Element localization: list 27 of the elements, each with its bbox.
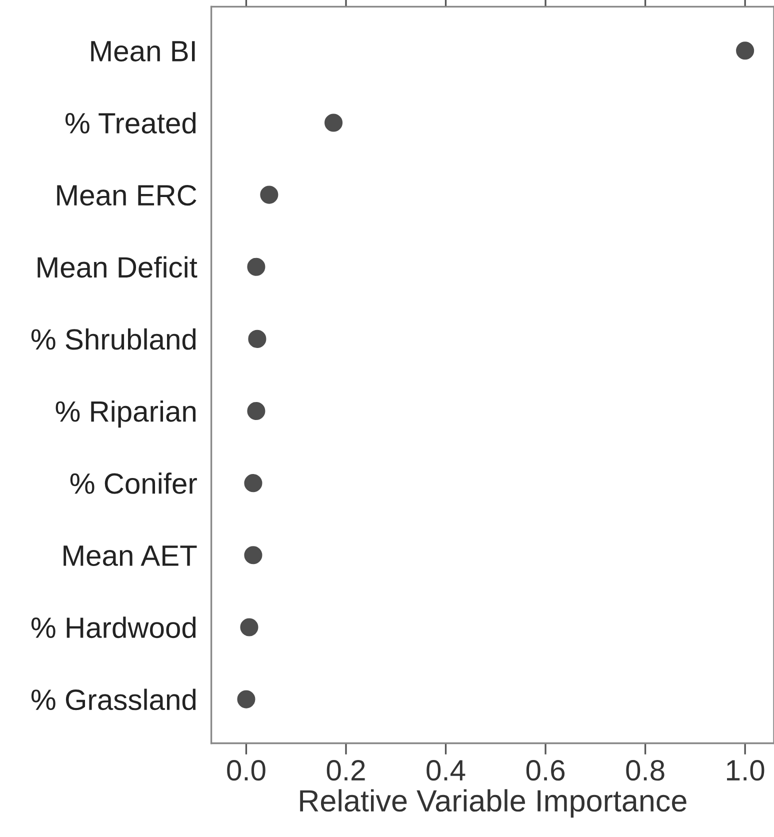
y-tick-label: % Treated	[66, 112, 196, 134]
x-tick-label: 0.4	[426, 760, 466, 781]
point	[247, 258, 266, 276]
point	[260, 186, 278, 204]
y-tick-label: % Hardwood	[31, 616, 196, 638]
point	[736, 42, 754, 60]
y-tick-label: Mean BI	[91, 41, 195, 62]
x-axis-title: Relative Variable Importance	[300, 789, 686, 818]
x-tick-label: 0.2	[326, 760, 365, 781]
y-tick-label: Mean ERC	[57, 185, 196, 206]
y-tick-label: Mean AET	[64, 546, 197, 566]
x-tick-label: 0.8	[626, 760, 664, 781]
x-tick-label: 0.6	[526, 760, 565, 781]
x-tick-label: 1.0	[727, 760, 764, 781]
y-tick-label: % Conifer	[70, 472, 197, 494]
point	[237, 690, 256, 708]
x-tick-label: 0.0	[227, 760, 266, 781]
y-tick-label: % Grassland	[31, 688, 196, 710]
y-tick-label: % Shrubland	[31, 328, 196, 350]
point	[240, 618, 258, 636]
point	[247, 402, 266, 420]
point	[248, 330, 266, 348]
point	[324, 114, 343, 132]
point	[244, 474, 262, 492]
y-tick-label: % Riparian	[56, 400, 196, 428]
y-tick-label: Mean Deficit	[38, 256, 198, 278]
point	[244, 546, 262, 564]
